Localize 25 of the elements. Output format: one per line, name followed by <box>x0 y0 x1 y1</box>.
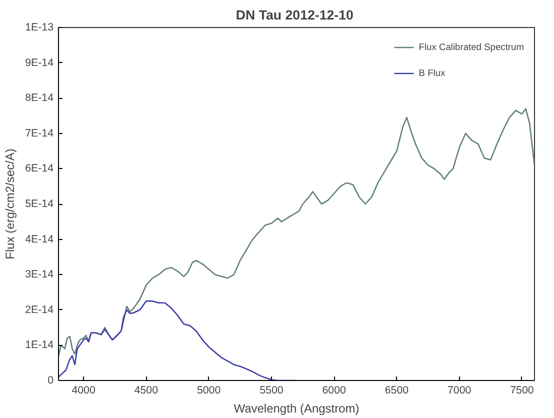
x-axis-title: Wavelength (Angstrom) <box>234 402 360 416</box>
y-tick-label: 1E-14 <box>25 339 54 352</box>
x-tick-label: 6500 <box>384 384 409 396</box>
line-series <box>58 108 534 356</box>
x-tick-label: 7500 <box>510 384 534 396</box>
legend-label: B Flux <box>418 68 446 78</box>
y-tick-label: 3E-14 <box>25 268 54 281</box>
x-tick-label: 5500 <box>260 384 284 396</box>
y-tick-label: 8E-14 <box>25 92 54 104</box>
y-tick-label: 6E-14 <box>25 162 54 175</box>
x-tick-label: 7000 <box>447 384 472 396</box>
y-tick-label: 5E-14 <box>25 198 54 210</box>
chart-title: DN Tau 2012-12-10 <box>236 8 354 22</box>
y-tick-label: 7E-14 <box>25 127 54 140</box>
legend-label: Flux Calibrated Spectrum <box>418 42 524 52</box>
y-axis-title: Flux (erg/cm2/sec/A) <box>3 148 18 260</box>
x-tick-label: 4000 <box>72 384 96 396</box>
y-tick-label: 9E-14 <box>25 56 54 69</box>
y-tick-label: 1E-13 <box>25 22 54 34</box>
y-tick-label: 4E-14 <box>25 233 54 246</box>
y-tick-label: 0 <box>48 374 54 386</box>
y-tick-label: 2E-14 <box>25 304 54 316</box>
x-tick-label: 6000 <box>322 384 346 396</box>
x-tick-label: 4500 <box>134 384 158 396</box>
x-tick-label: 5000 <box>196 384 221 396</box>
